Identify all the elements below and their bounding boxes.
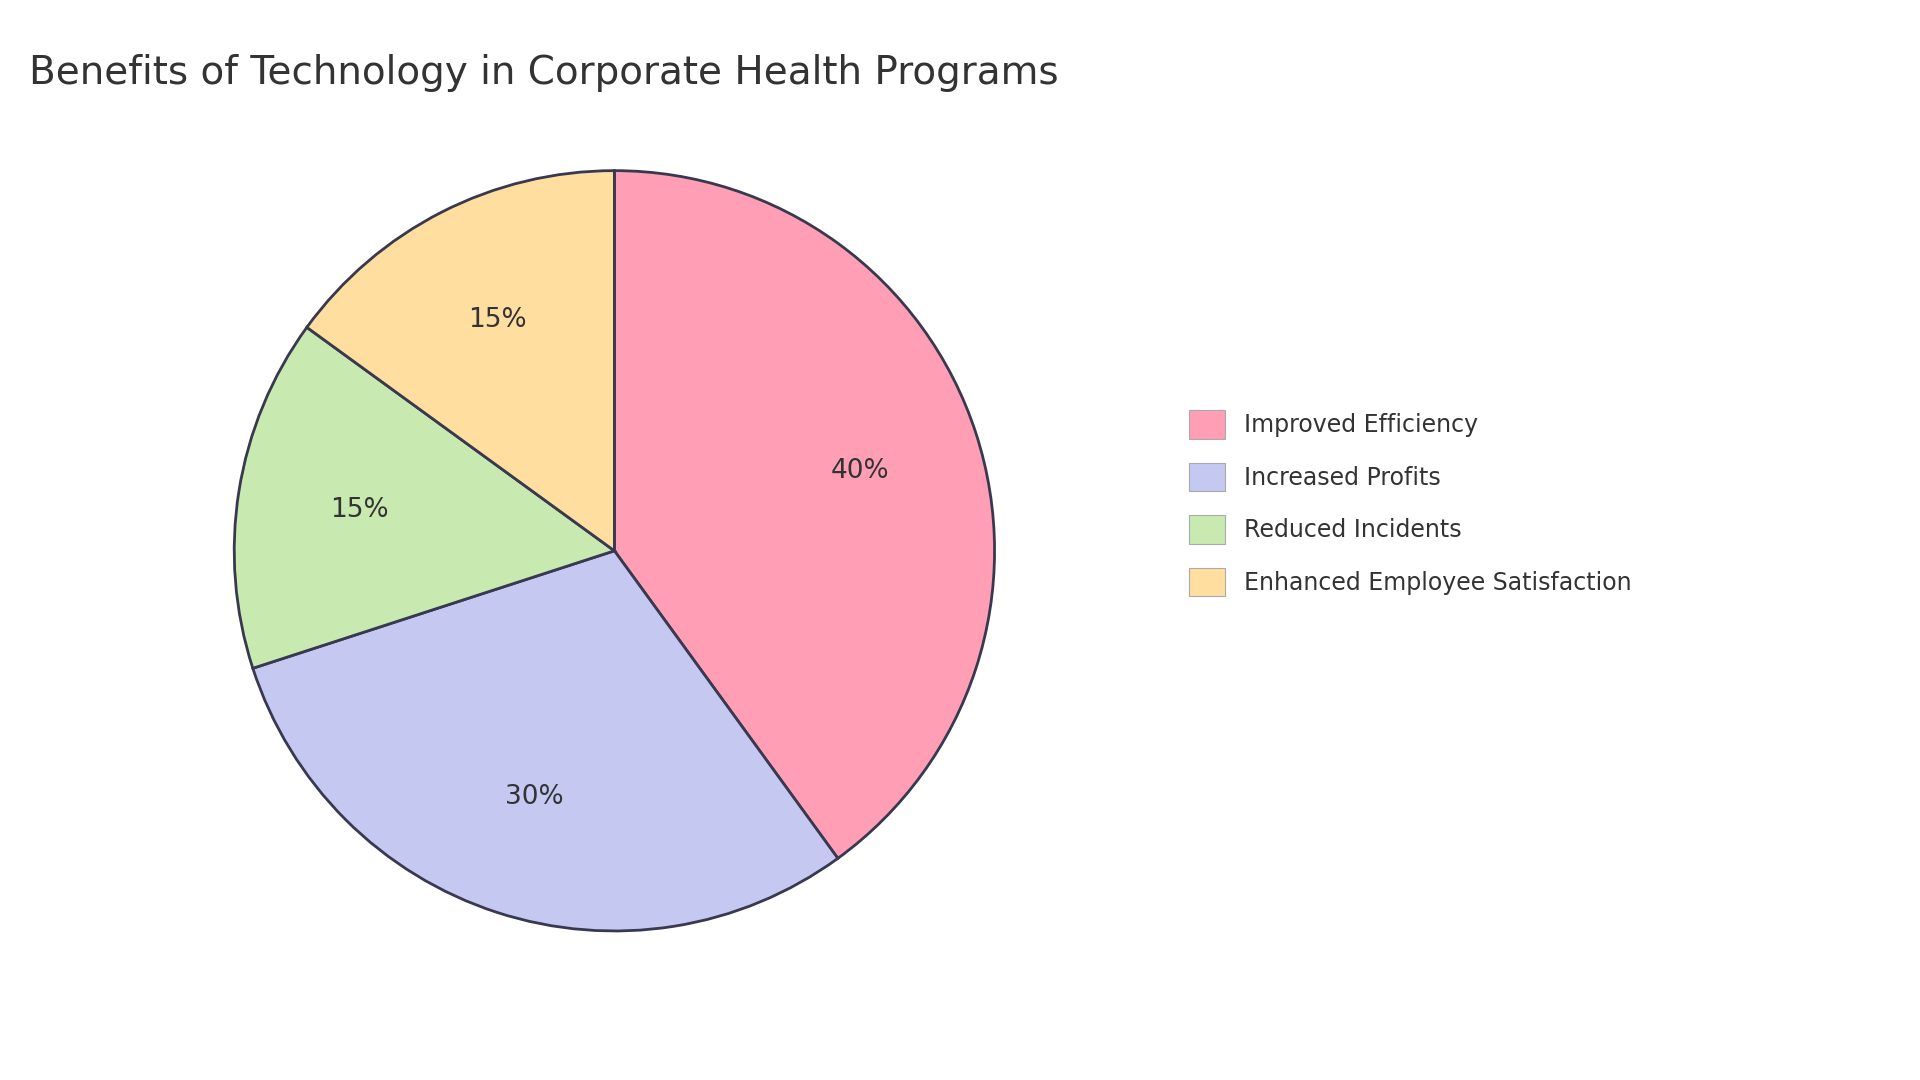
Wedge shape <box>234 327 614 669</box>
Text: 15%: 15% <box>468 308 526 334</box>
Legend: Improved Efficiency, Increased Profits, Reduced Incidents, Enhanced Employee Sat: Improved Efficiency, Increased Profits, … <box>1177 399 1644 608</box>
Text: 30%: 30% <box>505 784 564 810</box>
Text: Benefits of Technology in Corporate Health Programs: Benefits of Technology in Corporate Heal… <box>29 54 1058 92</box>
Wedge shape <box>614 171 995 859</box>
Wedge shape <box>253 551 837 931</box>
Text: 40%: 40% <box>831 458 889 484</box>
Text: 15%: 15% <box>330 498 388 524</box>
Wedge shape <box>307 171 614 551</box>
